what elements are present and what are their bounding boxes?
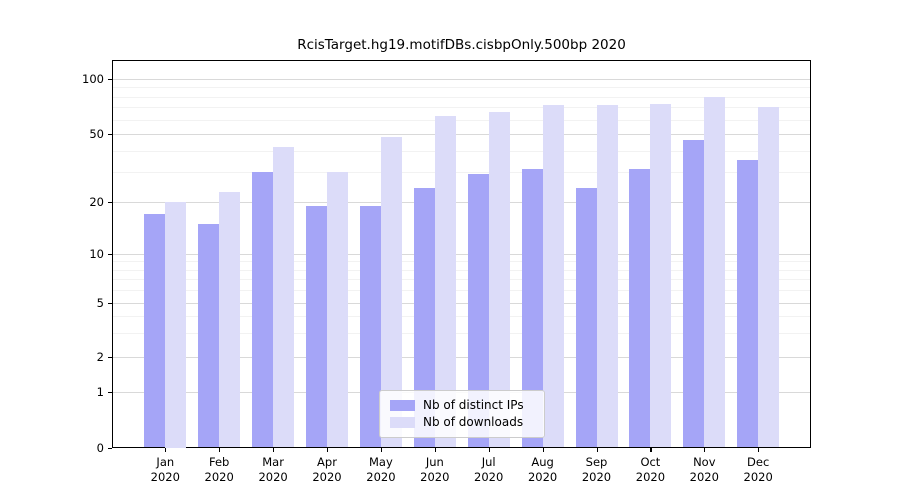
bar-jul-nb-of-downloads [488, 111, 510, 448]
x-tick-mark-may [380, 448, 383, 452]
x-tick-mark-jun [434, 448, 436, 452]
legend-swatch-distinct-ips [390, 400, 415, 411]
x-tick-label-jun: Jun 2020 [420, 455, 450, 484]
bar-jan-nb-of-downloads [165, 202, 187, 448]
y-tick-label-5: 5 [96, 296, 104, 310]
legend: Nb of distinct IPs Nb of downloads [379, 390, 545, 438]
bar-jan-nb-of-distinct-ips [144, 214, 166, 448]
bar-feb-nb-of-downloads [219, 191, 241, 448]
x-tick-label-mar: Mar 2020 [258, 455, 288, 484]
bar-apr-nb-of-downloads [327, 171, 348, 448]
bar-may-nb-of-distinct-ips [359, 205, 381, 448]
y-tick-mark-20 [108, 202, 112, 204]
x-tick-mark-apr [327, 448, 329, 452]
x-tick-mark-aug [542, 448, 544, 452]
y-tick-label-20: 20 [89, 195, 104, 209]
x-tick-label-dec: Dec 2020 [743, 455, 773, 484]
bar-mar-nb-of-distinct-ips [252, 171, 274, 448]
x-tick-label-feb: Feb 2020 [204, 455, 234, 484]
x-tick-mark-sep [596, 448, 598, 452]
bar-nov-nb-of-distinct-ips [683, 140, 705, 448]
x-tick-mark-oct [650, 448, 652, 452]
y-tick-label-0: 0 [96, 440, 104, 455]
bar-mar-nb-of-downloads [273, 146, 295, 448]
y-tick-mark-5 [108, 303, 112, 305]
y-tick-label-1: 1 [96, 385, 104, 399]
x-tick-label-aug: Aug 2020 [527, 455, 558, 484]
bar-oct-nb-of-downloads [650, 103, 672, 448]
x-tick-label-jan: Jan 2020 [150, 455, 180, 484]
legend-entry-distinct-ips: Nb of distinct IPs [390, 399, 544, 412]
bar-jun-nb-of-distinct-ips [413, 188, 435, 448]
x-tick-mark-jan [165, 448, 167, 452]
bar-oct-nb-of-distinct-ips [629, 169, 651, 448]
bar-feb-nb-of-distinct-ips [198, 223, 220, 448]
y-tick-label-50: 50 [89, 127, 104, 141]
y-tick-mark-50 [108, 134, 112, 136]
bar-may-nb-of-downloads [380, 137, 402, 448]
y-tick-mark-2 [108, 357, 112, 359]
bar-sep-nb-of-distinct-ips [575, 188, 597, 448]
bar-dec-nb-of-downloads [758, 107, 780, 448]
y-tick-mark-1 [108, 392, 112, 394]
x-tick-mark-feb [219, 448, 221, 452]
x-tick-label-jul: Jul 2020 [474, 455, 504, 484]
x-tick-mark-nov [704, 448, 706, 452]
y-tick-mark-0 [108, 447, 112, 449]
x-tick-label-oct: Oct 2020 [635, 455, 666, 484]
x-tick-label-may: May 2020 [366, 455, 396, 484]
legend-swatch-downloads [390, 417, 415, 428]
x-tick-mark-dec [758, 448, 760, 452]
y-tick-label-100: 100 [82, 72, 104, 86]
y-tick-mark-100 [108, 79, 112, 81]
bar-nov-nb-of-downloads [704, 96, 726, 448]
bar-jun-nb-of-downloads [434, 115, 456, 448]
bar-jul-nb-of-distinct-ips [467, 174, 489, 448]
bar-aug-nb-of-distinct-ips [521, 169, 543, 448]
bar-sep-nb-of-downloads [596, 105, 618, 448]
x-tick-label-apr: Apr 2020 [312, 455, 342, 484]
legend-label-distinct-ips: Nb of distinct IPs [423, 398, 524, 412]
bar-aug-nb-of-downloads [542, 105, 564, 448]
x-tick-mark-mar [273, 448, 275, 452]
bar-dec-nb-of-distinct-ips [737, 160, 759, 448]
x-tick-label-nov: Nov 2020 [689, 455, 719, 484]
y-tick-mark-10 [108, 254, 112, 256]
x-tick-label-sep: Sep 2020 [581, 455, 612, 484]
y-tick-label-2: 2 [96, 350, 104, 364]
x-tick-mark-jul [488, 448, 490, 452]
legend-label-downloads: Nb of downloads [423, 415, 524, 429]
chart-title: RcisTarget.hg19.motifDBs.cisbpOnly.500bp… [297, 37, 626, 53]
y-tick-label-10: 10 [89, 247, 104, 261]
bar-apr-nb-of-distinct-ips [306, 205, 327, 448]
legend-entry-downloads: Nb of downloads [390, 416, 544, 429]
